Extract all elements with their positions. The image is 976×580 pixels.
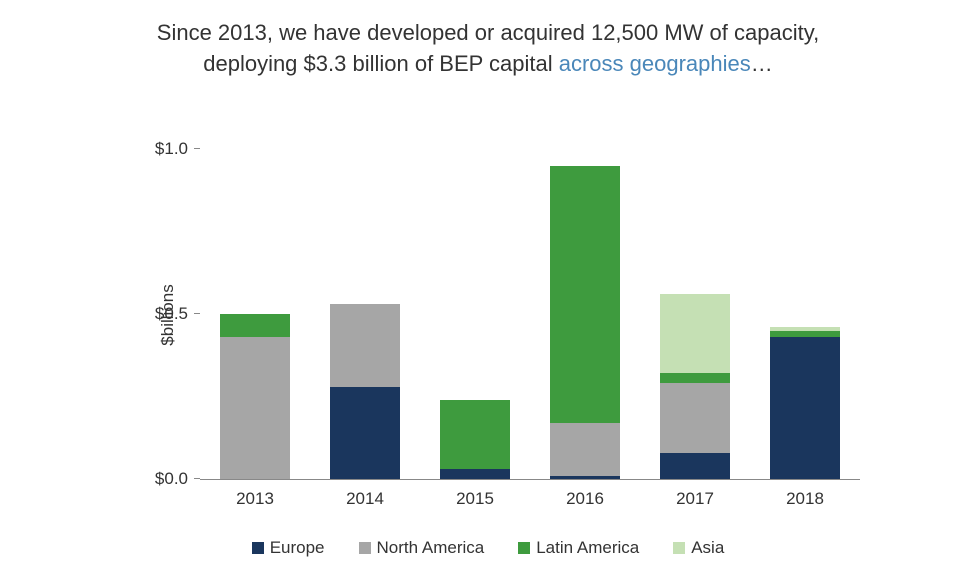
legend-label: Latin America <box>536 538 639 558</box>
bar-seg-europe <box>440 469 510 479</box>
legend-item-latin_america: Latin America <box>518 538 639 558</box>
chart-title: Since 2013, we have developed or acquire… <box>0 18 976 80</box>
y-tick-label: $0.0 <box>155 469 200 489</box>
x-tick-label: 2018 <box>786 479 824 509</box>
bar-seg-europe <box>330 387 400 479</box>
y-tick-label: $0.5 <box>155 304 200 324</box>
title-line-2c: … <box>751 51 773 76</box>
legend-swatch <box>673 542 685 554</box>
bar-seg-asia <box>770 327 840 330</box>
legend-item-europe: Europe <box>252 538 325 558</box>
bar-seg-europe <box>660 453 730 479</box>
y-tick-mark <box>194 148 200 149</box>
title-line-2a: deploying $3.3 billion of BEP capital <box>203 51 559 76</box>
bar-seg-latin_america <box>440 400 510 469</box>
legend-label: Europe <box>270 538 325 558</box>
legend-label: Asia <box>691 538 724 558</box>
y-tick-mark <box>194 478 200 479</box>
x-tick-label: 2017 <box>676 479 714 509</box>
x-tick-label: 2014 <box>346 479 384 509</box>
chart-area: $billions $0.0$0.5$1.0201320142015201620… <box>130 150 860 480</box>
legend-swatch <box>518 542 530 554</box>
bar-seg-north_america <box>660 383 730 452</box>
bar-seg-north_america <box>220 337 290 479</box>
legend: Europe North America Latin America Asia <box>0 538 976 558</box>
y-tick-label: $1.0 <box>155 139 200 159</box>
bar-seg-latin_america <box>550 166 620 423</box>
bar-seg-europe <box>770 337 840 479</box>
legend-label: North America <box>377 538 485 558</box>
bar-seg-asia <box>660 294 730 373</box>
legend-swatch <box>252 542 264 554</box>
y-tick-mark <box>194 313 200 314</box>
plot-region: $0.0$0.5$1.0201320142015201620172018 <box>200 150 860 480</box>
title-line-1: Since 2013, we have developed or acquire… <box>157 20 819 45</box>
bar-seg-north_america <box>330 304 400 387</box>
x-tick-label: 2016 <box>566 479 604 509</box>
legend-item-north_america: North America <box>359 538 485 558</box>
bar-seg-latin_america <box>220 314 290 337</box>
legend-item-asia: Asia <box>673 538 724 558</box>
x-tick-label: 2015 <box>456 479 494 509</box>
bar-seg-north_america <box>550 423 620 476</box>
x-tick-label: 2013 <box>236 479 274 509</box>
legend-swatch <box>359 542 371 554</box>
title-line-2b: across geographies <box>559 51 751 76</box>
bar-seg-latin_america <box>770 331 840 338</box>
bar-seg-latin_america <box>660 373 730 383</box>
